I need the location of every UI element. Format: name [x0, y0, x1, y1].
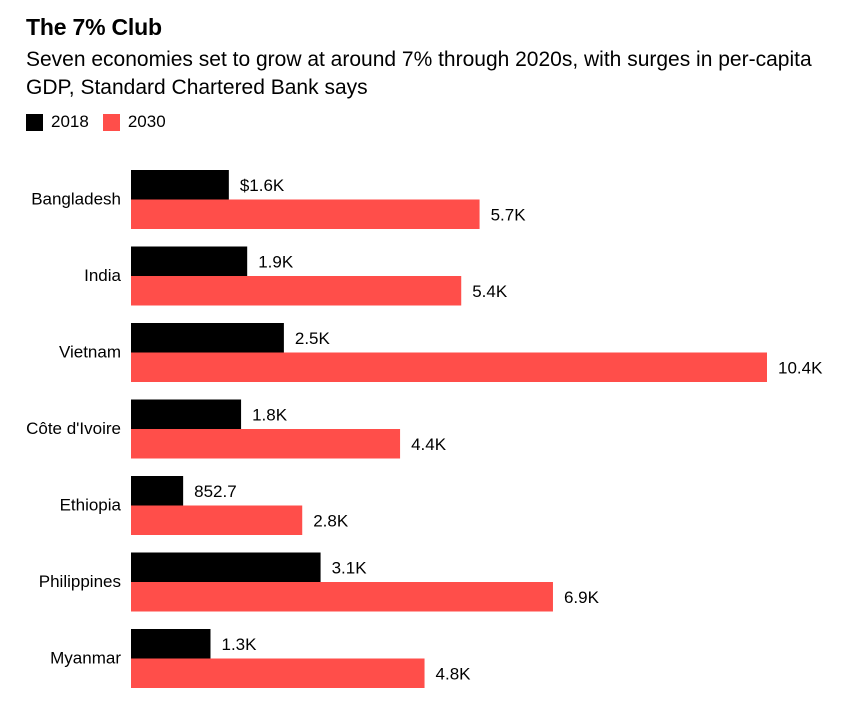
category-label-philippines: Philippines [39, 572, 121, 591]
data-label-2018-vietnam: 2.5K [295, 329, 331, 348]
legend-item-2030: 2030 [102, 112, 166, 132]
bar-2030-myanmar [131, 658, 425, 688]
data-label-2018-india: 1.9K [258, 252, 294, 271]
legend-label-2018: 2018 [51, 112, 89, 131]
data-label-2018-philippines: 3.1K [332, 558, 368, 577]
bar-2018-bangladesh [131, 170, 229, 200]
legend-label-2030: 2030 [127, 112, 166, 131]
legend-swatch-2030 [102, 113, 120, 131]
bar-2018-myanmar [131, 629, 211, 659]
bar-2018-philippines [131, 552, 321, 582]
category-label-ethiopia: Ethiopia [60, 496, 122, 515]
data-label-2018-ethiopia: 852.7 [194, 482, 237, 501]
data-label-2030-c-te-d-ivoire: 4.4K [411, 435, 447, 454]
bar-2030-vietnam [131, 352, 767, 382]
bar-2030-bangladesh [131, 199, 480, 229]
category-label-vietnam: Vietnam [59, 343, 121, 362]
data-label-2030-philippines: 6.9K [564, 588, 600, 607]
bar-2018-ethiopia [131, 476, 184, 506]
category-label-india: India [84, 266, 121, 285]
data-label-2030-myanmar: 4.8K [436, 664, 472, 683]
legend-item-2018: 2018 [26, 112, 89, 132]
bar-2018-c-te-d-ivoire [131, 399, 242, 429]
chart-subtitle: Seven economies set to grow at around 7%… [26, 48, 812, 99]
category-label-myanmar: Myanmar [50, 649, 121, 668]
data-label-2018-myanmar: 1.3K [222, 635, 258, 654]
bar-2030-philippines [131, 582, 553, 612]
data-label-2018-c-te-d-ivoire: 1.8K [252, 405, 288, 424]
category-label-c-te-d-ivoire: Côte d'Ivoire [26, 419, 121, 438]
legend: 2018 2030 [26, 112, 180, 132]
bar-2030-c-te-d-ivoire [131, 429, 401, 459]
bar-2018-india [131, 246, 248, 276]
data-label-2030-bangladesh: 5.7K [491, 205, 527, 224]
data-label-2030-vietnam: 10.4K [778, 358, 823, 377]
bar-2018-vietnam [131, 323, 284, 353]
chart-title: The 7% Club [26, 14, 162, 40]
legend-swatch-2018 [26, 113, 43, 131]
bar-2030-ethiopia [131, 505, 303, 535]
data-label-2030-ethiopia: 2.8K [313, 511, 349, 530]
data-label-2018-bangladesh: $1.6K [240, 176, 285, 195]
category-label-bangladesh: Bangladesh [31, 190, 121, 209]
bar-2030-india [131, 276, 462, 306]
data-label-2030-india: 5.4K [472, 282, 508, 301]
